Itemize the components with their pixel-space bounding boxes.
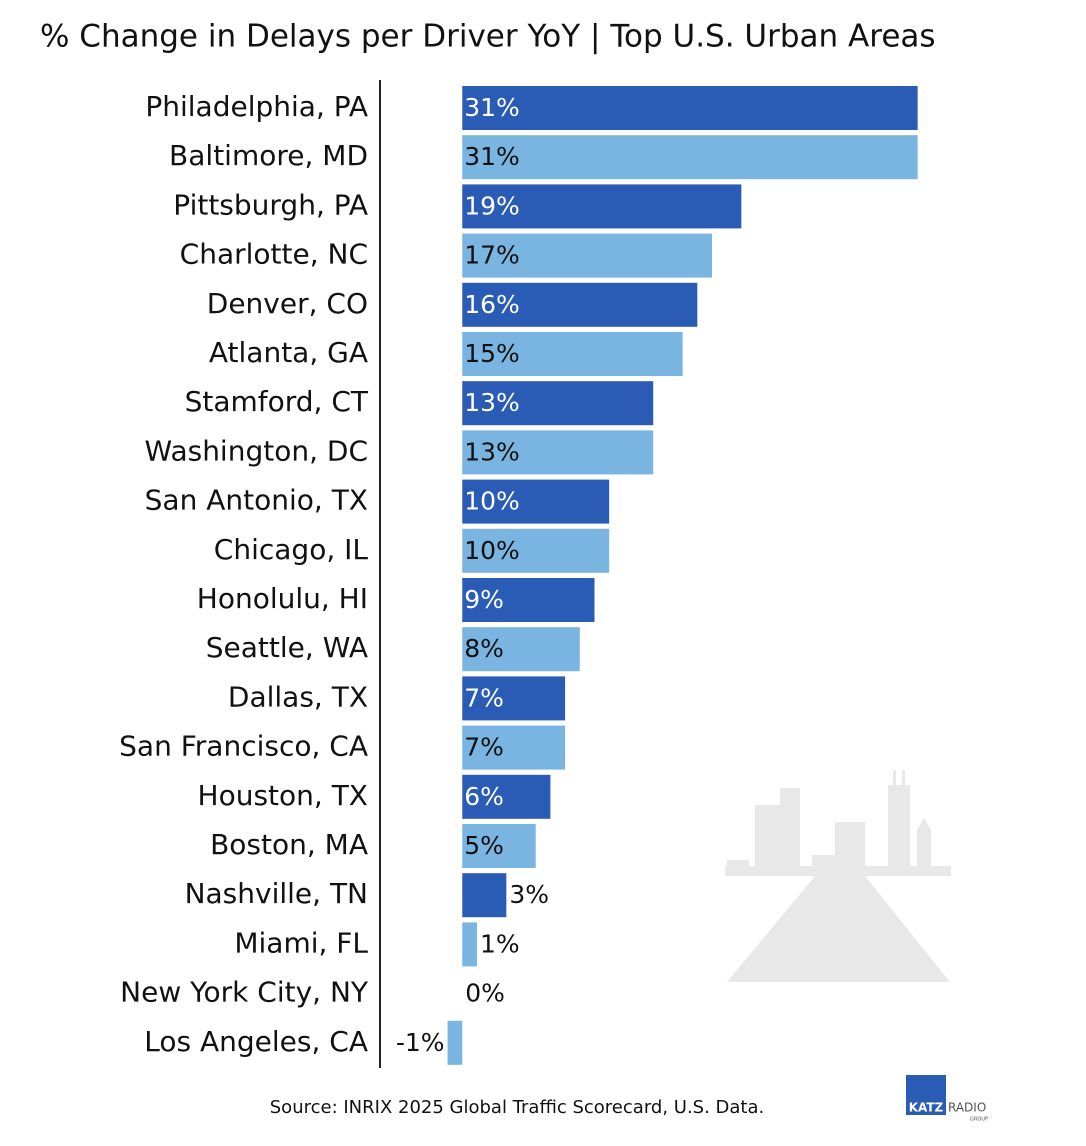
- bar: [462, 86, 918, 130]
- value-label: 0%: [465, 979, 505, 1008]
- category-label: Baltimore, MD: [169, 139, 368, 172]
- category-label: Stamford, CT: [185, 385, 369, 418]
- bar: [462, 922, 477, 967]
- category-label: Pittsburgh, PA: [173, 188, 368, 221]
- value-label: 6%: [464, 782, 504, 811]
- category-label: San Antonio, TX: [145, 484, 368, 517]
- value-label: 15%: [464, 339, 520, 368]
- bar: [462, 824, 536, 868]
- value-label: 16%: [464, 290, 520, 319]
- category-label: New York City, NY: [120, 976, 369, 1009]
- value-label: -1%: [396, 1028, 445, 1057]
- category-label: Washington, DC: [145, 434, 368, 467]
- value-label: 7%: [464, 733, 504, 762]
- category-label: Denver, CO: [207, 287, 368, 320]
- category-label: Atlanta, GA: [209, 336, 368, 369]
- category-label: Seattle, WA: [206, 631, 368, 664]
- value-label: 31%: [464, 142, 520, 171]
- category-label: Honolulu, HI: [197, 582, 368, 615]
- category-label: Charlotte, NC: [180, 238, 368, 271]
- category-label: Los Angeles, CA: [144, 1025, 368, 1058]
- bar: [462, 135, 918, 180]
- value-label: 9%: [464, 585, 504, 614]
- value-label: 13%: [464, 388, 520, 417]
- bar: [462, 528, 610, 573]
- bar: [462, 332, 683, 376]
- value-label: 31%: [464, 93, 520, 122]
- category-label: Philadelphia, PA: [145, 90, 368, 123]
- value-label: 7%: [464, 683, 504, 712]
- value-label: 17%: [464, 241, 520, 270]
- value-label: 5%: [464, 831, 504, 860]
- logo-sub: GROUP: [970, 1117, 988, 1123]
- source-note: Source: INRIX 2025 Global Traffic Scorec…: [270, 1097, 764, 1118]
- value-label: 10%: [464, 487, 520, 516]
- bar: [462, 233, 712, 278]
- bar: [462, 725, 566, 770]
- value-label: 3%: [509, 880, 549, 909]
- value-label: 8%: [464, 634, 504, 663]
- bar: [462, 184, 742, 229]
- category-label: Miami, FL: [234, 926, 368, 959]
- bar: [462, 381, 654, 426]
- value-label: 13%: [464, 437, 520, 466]
- category-label: Chicago, IL: [214, 533, 369, 566]
- category-label: Dallas, TX: [228, 680, 368, 713]
- logo-word: RADIO: [948, 1101, 986, 1115]
- category-label: Houston, TX: [198, 779, 368, 812]
- bar: [447, 1020, 463, 1065]
- value-label: 19%: [464, 191, 520, 220]
- logo-brand: KATZ: [909, 1101, 944, 1115]
- category-label: Boston, MA: [210, 828, 368, 861]
- bar: [462, 676, 566, 721]
- bar: [462, 578, 595, 622]
- chart-title: % Change in Delays per Driver YoY | Top …: [40, 19, 936, 55]
- bar: [462, 774, 551, 819]
- category-label: San Francisco, CA: [119, 730, 368, 763]
- bar: [462, 430, 654, 475]
- skyline-illustration: [725, 770, 951, 982]
- bar: [462, 479, 610, 524]
- bar: [462, 282, 698, 327]
- category-label: Nashville, TN: [185, 877, 368, 910]
- value-label: 1%: [480, 929, 520, 958]
- logo-box: [906, 1075, 946, 1115]
- bar: [462, 627, 580, 672]
- value-label: 10%: [464, 536, 520, 565]
- bar: [462, 873, 507, 918]
